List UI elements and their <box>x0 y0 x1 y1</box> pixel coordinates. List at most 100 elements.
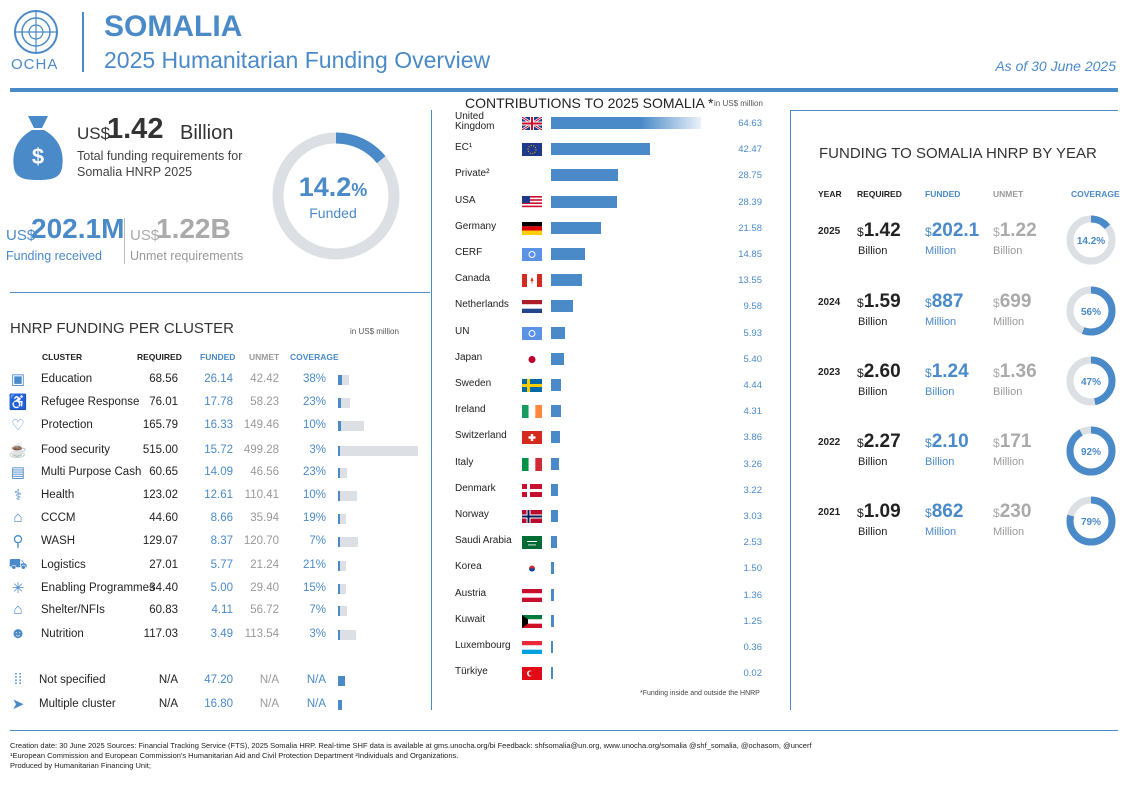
cluster-coverage: 38% <box>302 373 326 385</box>
page-title: SOMALIA <box>104 10 243 43</box>
year-row: 2021 $1.09 Billion $862 Million $230 Million 79… <box>818 496 1118 571</box>
un-flag-icon <box>522 326 542 340</box>
year-funded-number: 862 <box>931 501 964 522</box>
coverage-bar <box>338 398 350 408</box>
multi-purpose-cash-icon: ▤ <box>10 464 26 481</box>
year-funded-unit: Million <box>925 526 957 538</box>
coverage-bar <box>338 537 359 547</box>
cluster-unmet: 120.70 <box>243 535 279 547</box>
cluster-name: Health <box>41 489 75 501</box>
cluster-coverage: 23% <box>302 396 326 408</box>
year-unmet-unit: Million <box>993 316 1025 328</box>
coverage-ring-fill <box>1066 356 1116 406</box>
donor-name: CERF <box>455 247 483 258</box>
donor-bar <box>551 117 701 129</box>
donor-name: Sweden <box>455 378 492 389</box>
cluster-coverage: 3% <box>309 628 326 640</box>
coverage-bar-fill <box>338 700 342 710</box>
year-row: 2024 $1.59 Billion $887 Million $699 Million 56… <box>818 286 1118 361</box>
currency-symbol: $ <box>925 225 932 239</box>
donor-value: 13.55 <box>738 275 762 287</box>
currency-symbol: $ <box>857 366 864 380</box>
right-top-rule <box>790 110 1118 111</box>
donor-row: Kuwait 1.25 <box>450 610 780 636</box>
donor-bar <box>551 143 650 156</box>
required-currency: US$ <box>77 124 111 143</box>
required-unit: Billion <box>180 122 234 144</box>
year-funded: $887 <box>925 291 963 313</box>
cluster-unmet: 56.72 <box>250 604 279 616</box>
donor-bar <box>551 169 618 182</box>
ocha-logo <box>12 8 60 56</box>
cluster-coverage: 19% <box>302 512 326 524</box>
donor-row: Sweden 4.44 <box>450 374 780 400</box>
donor-value: 1.25 <box>743 615 763 627</box>
currency-symbol: $ <box>925 366 932 380</box>
table-row: ▣ Education 68.56 26.14 42.42 38% <box>8 370 428 392</box>
coverage-bar-fill <box>338 398 341 408</box>
donor-bar <box>551 352 564 365</box>
donor-name: United Kingdom <box>455 111 495 132</box>
donor-name: UN <box>455 325 470 337</box>
donor-row: Italy 3.26 <box>450 453 780 479</box>
donor-name: Kuwait <box>455 613 486 625</box>
cluster-header-unmet: UNMET <box>249 352 280 362</box>
coverage-ring-label: 47% <box>1081 377 1101 388</box>
required-description: Total funding requirements for Somalia H… <box>77 149 243 179</box>
donor-row: CERF 14.85 <box>450 243 780 269</box>
year-label: 2023 <box>818 367 841 378</box>
coverage-bar-fill <box>338 630 340 640</box>
table-row: ⛟ Logistics 27.01 5.77 21.24 21% <box>8 556 428 578</box>
cluster-unmet: 29.40 <box>250 582 279 594</box>
overview-separator <box>124 218 125 264</box>
donor-bar <box>551 510 559 522</box>
coverage-bar <box>338 630 357 640</box>
year-funded-number: 2.10 <box>931 431 969 452</box>
coverage-bar <box>338 584 346 594</box>
donor-bar <box>551 562 555 575</box>
donor-bar <box>551 614 554 627</box>
donor-value: 0.02 <box>743 668 763 680</box>
cluster-unit: in US$ million <box>350 327 399 336</box>
table-row: ✳ Enabling Programmes 34.40 5.00 29.40 15% <box>8 579 428 601</box>
donor-value: 0.36 <box>743 642 763 653</box>
year-funded: $862 <box>925 501 963 523</box>
year-funded-unit: Billion <box>925 386 955 398</box>
footer-rule <box>10 730 1118 731</box>
cluster-unmet: N/A <box>259 674 279 686</box>
donor-bar <box>551 274 583 287</box>
coverage-ring-label: 14.2% <box>1077 236 1105 247</box>
donor-name: Türkiye <box>455 666 488 678</box>
contributions-footnote: *Funding inside and outside the HNRP <box>640 690 760 697</box>
svg-text:$: $ <box>32 144 44 169</box>
donor-name: Switzerland <box>455 430 507 442</box>
education-icon: ▣ <box>10 371 26 388</box>
contributions-title-text: CONTRIBUTIONS TO 2025 SOMALIA <box>465 95 705 111</box>
year-unmet-number: 699 <box>999 291 1032 312</box>
denmark-flag-icon <box>522 483 542 497</box>
coverage-ring: 92% <box>1066 426 1116 476</box>
coverage-bar-fill <box>338 491 340 501</box>
donor-row: Canada 13.55 <box>450 269 780 295</box>
donor-bar <box>551 588 555 601</box>
footer-notes: ¹European Commission and European Commis… <box>10 751 459 760</box>
year-header-year: YEAR <box>818 189 842 199</box>
health-icon: ⚕ <box>13 487 23 504</box>
wash-icon: ⚲ <box>12 533 24 550</box>
donor-row: Denmark 3.22 <box>450 479 780 505</box>
ocha-label: OCHA <box>11 56 59 73</box>
coverage-bar <box>338 491 358 501</box>
currency-symbol: $ <box>925 296 932 310</box>
currency-symbol: $ <box>993 506 1000 520</box>
ireland-flag-icon <box>522 405 542 419</box>
donor-row: EC¹ 42.47 <box>450 138 780 164</box>
table-row: ⌂ CCCM 44.60 8.66 35.94 19% <box>8 509 428 531</box>
currency-symbol: $ <box>993 296 1000 310</box>
year-label: 2025 <box>818 226 841 237</box>
table-row: ⌂ Shelter/NFIs 60.83 4.11 56.72 7% <box>8 601 428 623</box>
cluster-name: Nutrition <box>41 628 84 640</box>
donor-name: Denmark <box>455 482 496 494</box>
year-funded: $2.10 <box>925 431 969 453</box>
unmet-currency: US$ <box>130 227 160 244</box>
coverage-bar-fill <box>338 584 340 594</box>
